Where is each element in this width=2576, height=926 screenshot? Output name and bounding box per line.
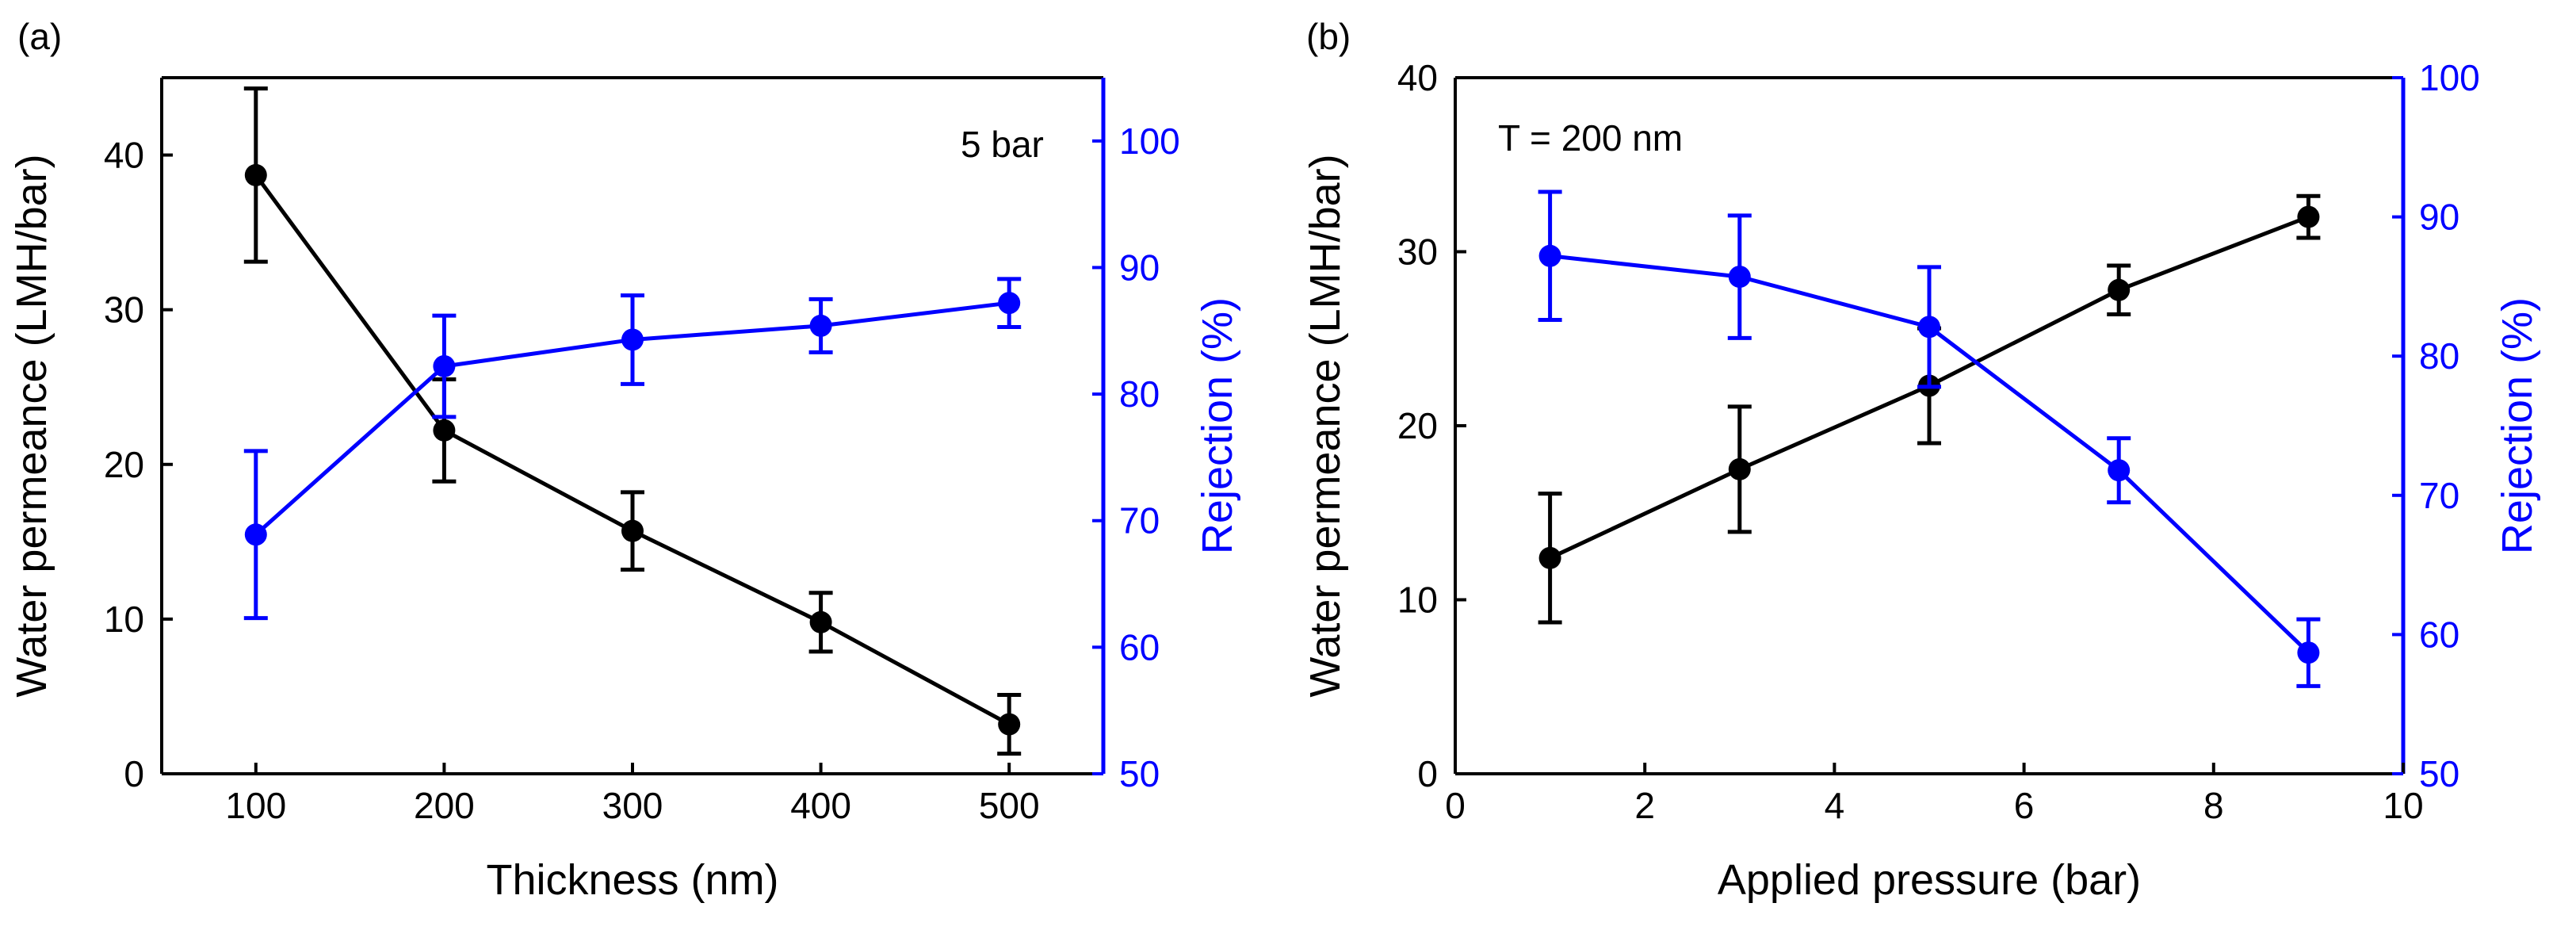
- rejection-data-point: [2297, 641, 2320, 664]
- rejection-data-point: [1728, 266, 1751, 289]
- x-tick-label: 400: [790, 785, 851, 826]
- left-y-tick-label: 20: [104, 444, 144, 485]
- permeance-series-line: [254, 174, 1011, 726]
- permeance-data-point: [1728, 457, 1751, 480]
- rejection-data-point: [2108, 459, 2131, 482]
- permeance-data-point: [244, 163, 267, 186]
- rejection-data-point: [621, 328, 644, 351]
- right-y-tick-label: 100: [2419, 57, 2480, 98]
- x-tick-label: 4: [1825, 785, 1845, 826]
- right-y-axis-label: Rejection (%): [2494, 297, 2541, 554]
- right-y-tick-label: 50: [1119, 753, 1160, 794]
- left-y-tick-label: 0: [1417, 753, 1438, 794]
- rejection-data-point: [809, 314, 832, 337]
- panel-label: (b): [1306, 16, 1351, 57]
- right-y-axis-label: Rejection (%): [1194, 297, 1241, 554]
- annotation: T = 200 nm: [1498, 117, 1683, 159]
- x-tick-label: 10: [2383, 785, 2423, 826]
- annotation: 5 bar: [961, 124, 1044, 165]
- x-tick-label: 6: [2014, 785, 2035, 826]
- left-y-tick-label: 30: [1397, 232, 1438, 273]
- permeance-data-point: [2297, 205, 2320, 228]
- rejection-data-point: [1538, 244, 1561, 267]
- permeance-data-point: [433, 419, 456, 442]
- right-y-tick-label: 80: [1119, 373, 1160, 415]
- right-y-tick-label: 50: [2419, 753, 2459, 794]
- left-y-tick-label: 40: [104, 135, 144, 176]
- permeance-data-point: [998, 713, 1021, 736]
- left-y-tick-label: 30: [104, 289, 144, 331]
- right-y-tick-label: 90: [1119, 247, 1160, 288]
- permeance-data-point: [1538, 546, 1561, 569]
- x-tick-label: 0: [1445, 785, 1466, 826]
- x-tick-label: 300: [602, 785, 663, 826]
- x-tick-label: 200: [414, 785, 475, 826]
- right-y-tick-label: 70: [1119, 500, 1160, 541]
- x-tick-label: 2: [1634, 785, 1655, 826]
- right-y-tick-label: 100: [1119, 121, 1180, 162]
- rejection-data-point: [244, 523, 267, 546]
- permeance-data-point: [621, 519, 644, 542]
- x-axis-label: Thickness (nm): [486, 856, 778, 904]
- left-y-axis-label: Water permeance (LMH/bar): [1301, 154, 1349, 697]
- x-tick-label: 100: [225, 785, 286, 826]
- right-y-tick-label: 60: [2419, 614, 2459, 655]
- right-y-tick-label: 70: [2419, 475, 2459, 516]
- x-tick-label: 500: [979, 785, 1040, 826]
- permeance-data-point: [2108, 278, 2131, 301]
- right-y-tick-label: 90: [2419, 197, 2459, 238]
- x-tick-label: 8: [2203, 785, 2224, 826]
- rejection-data-point: [998, 292, 1021, 315]
- x-axis-label: Applied pressure (bar): [1718, 856, 2141, 904]
- permeance-data-point: [809, 610, 832, 633]
- panel-label: (a): [17, 16, 62, 57]
- rejection-data-point: [1918, 316, 1940, 339]
- right-y-tick-label: 80: [2419, 335, 2459, 377]
- left-y-tick-label: 40: [1397, 57, 1438, 98]
- right-y-tick-label: 60: [1119, 626, 1160, 668]
- left-y-tick-label: 20: [1397, 405, 1438, 446]
- left-y-tick-label: 10: [1397, 580, 1438, 621]
- left-y-tick-label: 0: [124, 753, 144, 794]
- left-y-axis-label: Water permeance (LMH/bar): [8, 154, 55, 697]
- left-y-tick-label: 10: [104, 599, 144, 640]
- rejection-data-point: [433, 354, 456, 377]
